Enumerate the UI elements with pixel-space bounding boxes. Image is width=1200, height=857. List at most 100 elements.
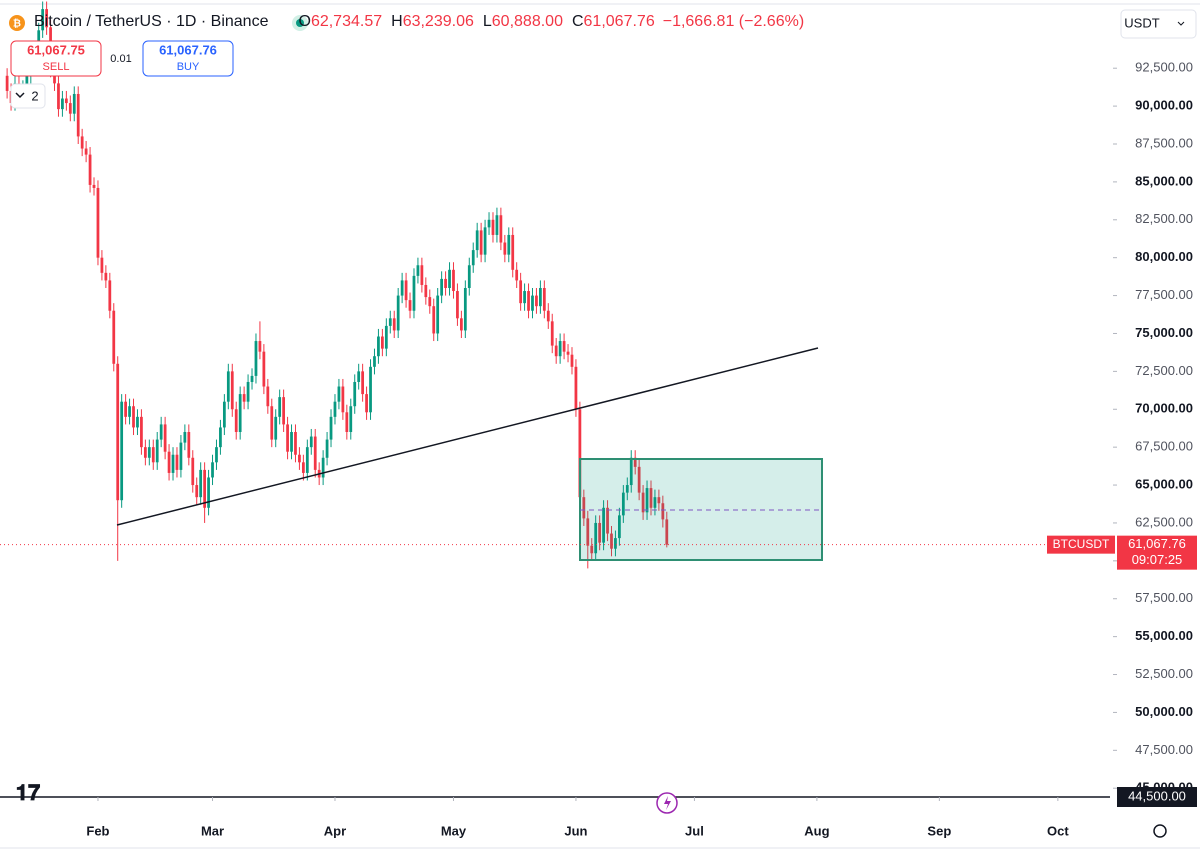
- candle-body: [404, 280, 408, 301]
- candle-body: [570, 354, 574, 367]
- candle-body: [132, 406, 135, 428]
- candle-body: [499, 215, 503, 243]
- candle-body: [523, 291, 526, 304]
- candle-body: [88, 154, 92, 185]
- candle-body: [554, 345, 558, 357]
- candle-body: [511, 234, 515, 270]
- x-tick-label: Feb: [86, 823, 109, 838]
- y-tick-label: 80,000.00: [1135, 249, 1193, 264]
- candle-body: [459, 318, 463, 331]
- candle-body: [112, 310, 116, 364]
- low-key: L: [482, 13, 492, 30]
- candle-body: [76, 93, 80, 137]
- candle-body: [582, 497, 586, 519]
- change: −1,666.81 (−2.66%): [662, 13, 805, 30]
- candle-body: [586, 518, 590, 546]
- candle-body: [242, 394, 246, 402]
- candle-body: [661, 503, 665, 520]
- candle-body: [369, 366, 372, 413]
- candle-body: [187, 431, 191, 458]
- currency-select[interactable]: [1120, 9, 1197, 39]
- candle-body: [140, 416, 143, 448]
- buy-button[interactable]: [142, 40, 234, 77]
- candle-body: [392, 318, 396, 331]
- candle-body: [645, 488, 649, 513]
- candle-body: [428, 297, 432, 307]
- status-dot: [296, 19, 304, 27]
- candle-body: [333, 401, 337, 417]
- candle-body: [219, 427, 222, 448]
- candle-body: [657, 497, 661, 504]
- candle-body: [124, 401, 127, 417]
- candle-body: [373, 356, 376, 367]
- candle-body: [313, 436, 317, 470]
- candle-body: [179, 442, 183, 470]
- candle-body: [535, 295, 538, 307]
- candle-body: [396, 295, 400, 331]
- indicators-toggle[interactable]: [10, 83, 46, 109]
- y-tick-label: 52,500.00: [1135, 666, 1193, 681]
- y-tick-label: 90,000.00: [1135, 98, 1193, 113]
- plot-area: [5, 1, 669, 569]
- candle-body: [222, 401, 226, 428]
- candle-body: [230, 371, 234, 410]
- candle-body: [444, 278, 447, 288]
- candle-body: [199, 469, 203, 498]
- candle-body: [53, 69, 56, 84]
- candle-body: [614, 538, 617, 549]
- candle-body: [598, 522, 602, 543]
- legend-header: Bitcoin / TetherUS · 1D · Binance O 62,73…: [34, 13, 804, 31]
- candle-body: [61, 98, 64, 110]
- candle-body: [618, 515, 621, 539]
- candle-body: [207, 477, 210, 508]
- candle-body: [234, 409, 238, 432]
- y-tick-label: 55,000.00: [1135, 628, 1193, 643]
- candle-body: [262, 351, 266, 387]
- y-tick-label: 72,500.00: [1135, 363, 1193, 378]
- open-key: O: [298, 13, 311, 30]
- candle-body: [558, 341, 562, 357]
- candle-body: [357, 371, 361, 382]
- candle-body: [637, 466, 641, 493]
- candle-body: [128, 406, 131, 417]
- candle-body: [491, 219, 495, 235]
- candle-body: [211, 462, 214, 478]
- candle-body: [349, 406, 353, 432]
- candle-body: [171, 454, 175, 473]
- candle-body: [80, 136, 84, 149]
- candle-body: [550, 321, 554, 346]
- indicators-count: 2: [31, 88, 38, 103]
- candle-body: [353, 381, 357, 407]
- candle-body: [163, 424, 167, 452]
- candle-body: [649, 488, 653, 508]
- countdown-label: 09:07:25: [1132, 552, 1183, 567]
- candle-body: [479, 230, 483, 255]
- settings-icon[interactable]: [1153, 824, 1167, 838]
- candle-body: [436, 295, 440, 334]
- symbol-tag-label: BTCUSDT: [1053, 537, 1110, 551]
- candle-body: [416, 265, 420, 276]
- candle-body: [546, 310, 550, 322]
- x-tick-label: Aug: [804, 823, 829, 838]
- candle-body: [610, 533, 613, 549]
- candle-body: [104, 272, 108, 281]
- currency: USDT: [1124, 15, 1159, 30]
- y-tick-label: 47,500.00: [1135, 742, 1193, 757]
- candle-body: [432, 306, 436, 334]
- candle-body: [341, 386, 345, 413]
- coin-icon: [9, 15, 25, 31]
- candle-body: [120, 401, 124, 501]
- sell-button[interactable]: [10, 40, 102, 77]
- candle-body: [226, 371, 230, 402]
- candle-body: [143, 447, 147, 458]
- candle-body: [365, 394, 368, 413]
- candle-body: [151, 447, 155, 463]
- y-tick-label: 67,500.00: [1135, 439, 1193, 454]
- candle-body: [159, 424, 163, 440]
- candle-body: [665, 519, 669, 545]
- cursor-tag: [1117, 787, 1197, 807]
- y-tick-label: 75,000.00: [1135, 325, 1193, 340]
- candle-body: [621, 492, 625, 516]
- candle-body: [594, 522, 598, 554]
